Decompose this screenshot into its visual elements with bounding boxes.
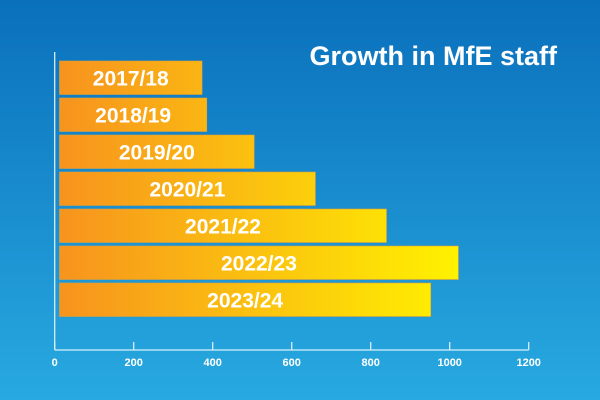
- x-tick-label: 800: [362, 357, 380, 369]
- bar-label: 2020/21: [149, 178, 225, 201]
- bar-label: 2021/22: [185, 215, 261, 238]
- bar-2019-20: [59, 134, 255, 169]
- bar-2021-22: [59, 208, 387, 243]
- bars: 2017/18 2018/19 2019/20 2020/21 2021/22 2022/…: [59, 60, 459, 317]
- bar-label: 2017/18: [93, 67, 169, 90]
- bar-label: 2019/20: [119, 141, 195, 164]
- x-tick-label: 200: [125, 357, 143, 369]
- bar-label: 2022/23: [221, 252, 297, 275]
- bar-label: 2018/19: [95, 104, 171, 127]
- bar-2020-21: [59, 171, 316, 206]
- bar-2022-23: [59, 245, 459, 280]
- x-axis: 0 200 400 600 800 1000 1200: [52, 52, 541, 369]
- x-tick-label: 600: [283, 357, 301, 369]
- bar-label: 2023/24: [207, 289, 283, 312]
- x-tick-label: 0: [52, 357, 58, 369]
- x-tick-label: 1200: [516, 357, 540, 369]
- bar-2018-19: [59, 97, 208, 132]
- chart-title: Growth in MfE staff: [310, 41, 558, 71]
- bar-2023-24: [59, 282, 432, 317]
- x-tick-label: 400: [204, 357, 222, 369]
- bar-2017-18: [59, 60, 203, 95]
- x-tick-label: 1000: [437, 357, 461, 369]
